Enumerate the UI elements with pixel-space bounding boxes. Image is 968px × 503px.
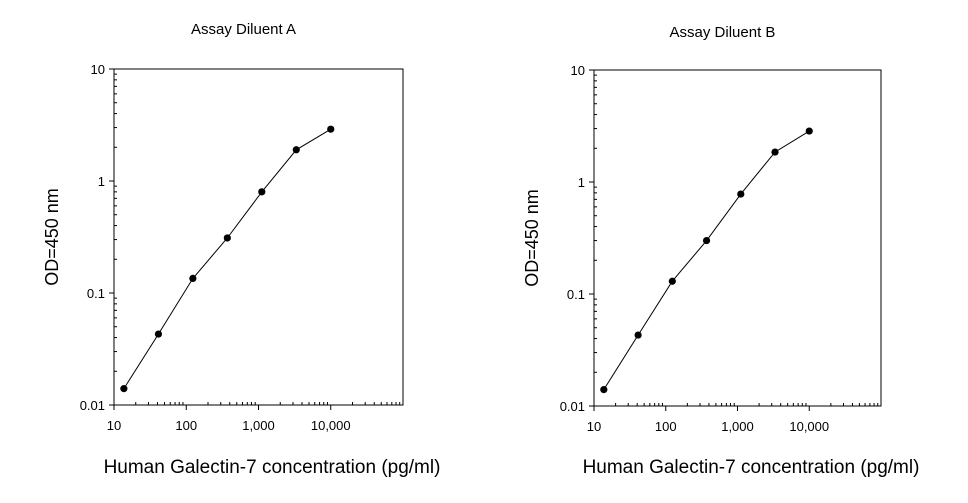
x-axis-label: Human Galectin-7 concentration (pg/ml) [583,457,920,478]
data-point [154,330,163,338]
series-line [123,128,332,389]
y-axis-label: OD=450 nm [522,189,542,287]
x-tick-label: 10 [587,419,601,434]
y-tick-label: 1 [98,174,105,189]
x-tick-label: 1,000 [721,419,754,434]
data-point [327,125,335,133]
y-tick-label: 10 [571,63,585,78]
data-point [600,386,608,394]
data-point [805,127,813,135]
y-tick-label: 0.1 [87,286,105,301]
chart-panel-diluent-b: Assay Diluent B 0.01 0.1 1 10 10 100 1,000 10,00… [522,24,919,478]
chart-title: Assay Diluent A [191,21,296,38]
x-tick-label: 10,000 [311,418,351,433]
data-point [258,188,266,196]
y-tick-label: 10 [91,62,105,77]
y-tick-label: 0.01 [80,398,105,413]
y-tick-label: 0.1 [567,287,585,302]
chart-title: Assay Diluent B [670,24,776,41]
y-tick-label: 1 [578,175,585,190]
data-point [120,385,128,393]
x-tick-label: 100 [655,419,677,434]
x-tick-label: 100 [175,418,197,433]
data-point [634,331,642,339]
data-point [292,146,300,154]
chart-panel-diluent-a: Assay Diluent A 0.01 0.1 1 10 10 100 1,000 10,00… [42,21,440,478]
plot-frame [593,69,882,407]
series-line [603,130,810,390]
plot-frame [113,68,404,406]
data-point [771,148,779,156]
x-axis-label: Human Galectin-7 concentration (pg/ml) [104,457,441,478]
data-point [189,274,197,283]
y-axis-label: OD=450 nm [42,188,62,286]
x-tick-label: 10 [107,418,121,433]
x-tick-label: 1,000 [242,418,275,433]
data-point [737,190,745,198]
x-tick-label: 10,000 [789,419,829,434]
data-point [668,277,676,285]
data-point [702,236,711,245]
data-point [223,234,231,242]
y-tick-label: 0.01 [560,399,585,414]
